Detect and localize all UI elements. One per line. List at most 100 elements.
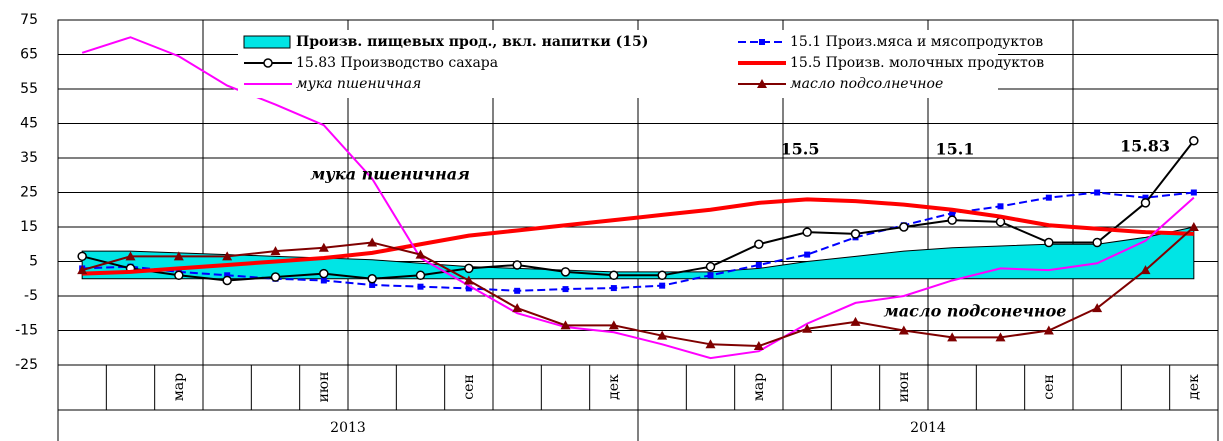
y-tick-label: -15 [15, 323, 38, 339]
point [947, 215, 957, 225]
annotation: 15.83 [1120, 137, 1170, 156]
point [1188, 222, 1199, 231]
x-tick-label: июн [896, 372, 912, 403]
point [1045, 194, 1052, 201]
line [81, 140, 1195, 282]
point [125, 251, 136, 261]
point [707, 272, 714, 279]
point [1142, 194, 1149, 201]
y-tick-label: 5 [29, 254, 38, 270]
point [705, 339, 716, 349]
point [949, 210, 956, 217]
point [1190, 189, 1197, 196]
legend-bg [238, 30, 998, 98]
x-tick-label: июн [316, 372, 332, 403]
point [560, 320, 571, 330]
point [947, 332, 958, 342]
y-tick-label: -5 [24, 288, 38, 304]
x-tick-label: мар [751, 373, 767, 401]
point [759, 39, 765, 45]
point [415, 249, 426, 259]
point [659, 282, 666, 289]
point [465, 285, 472, 292]
point [657, 270, 667, 281]
point [417, 283, 424, 290]
y-tick-label: 65 [20, 47, 38, 63]
x-tick-label: сен [1041, 374, 1057, 399]
point [997, 203, 1004, 210]
legend-label: 15.5 Произв. молочных продуктов [790, 55, 1044, 71]
point [318, 242, 329, 252]
point [850, 229, 861, 239]
annotation: масло подсонечное [884, 302, 1067, 321]
annotation: 15.1 [936, 140, 975, 159]
point [609, 270, 619, 281]
y-tick-label: 15 [20, 219, 38, 235]
point [850, 316, 861, 326]
line [82, 197, 1194, 276]
point [802, 227, 812, 237]
point [222, 275, 232, 286]
line [81, 226, 1195, 348]
y-tick-label: 45 [20, 116, 38, 132]
point [174, 270, 184, 281]
point [320, 277, 327, 284]
legend-label: мука пшеничная [296, 76, 421, 92]
year-label: 2014 [910, 420, 946, 436]
point [367, 274, 377, 284]
legend-swatch [243, 35, 291, 49]
point [367, 237, 378, 247]
x-tick-label: мар [171, 373, 187, 401]
point [898, 325, 909, 335]
point [369, 281, 376, 288]
point [562, 286, 569, 293]
y-tick-label: 25 [20, 185, 38, 201]
point [755, 261, 762, 268]
legend-label: 15.1 Произ.мяса и мясопродуктов [790, 34, 1043, 50]
legend-label: Произв. пищевых прод., вкл. напитки (15) [296, 34, 648, 50]
point [319, 268, 329, 279]
point [754, 239, 764, 249]
point [512, 260, 522, 270]
point [1140, 265, 1151, 275]
point [899, 222, 909, 232]
y-tick-label: 75 [20, 12, 38, 28]
y-tick-label: -25 [15, 357, 38, 373]
point [415, 270, 426, 281]
y-tick-label: 35 [20, 150, 38, 166]
point [804, 251, 811, 258]
point [560, 267, 571, 277]
point [463, 275, 474, 285]
legend-label: масло подсолнечное [790, 76, 943, 92]
point [753, 341, 764, 351]
point [1043, 325, 1054, 335]
point [1044, 237, 1054, 248]
point [610, 285, 617, 292]
y-tick-label: 55 [20, 81, 38, 97]
point [1094, 189, 1101, 196]
point [173, 251, 184, 261]
point [77, 251, 87, 262]
point [705, 261, 716, 272]
point [1092, 303, 1103, 313]
point [263, 58, 273, 68]
point [512, 303, 523, 313]
legend-label: 15.83 Производство сахара [296, 55, 498, 71]
point [757, 79, 767, 88]
point [1140, 198, 1151, 208]
line [81, 36, 1195, 360]
point [222, 251, 233, 261]
year-label: 2013 [330, 420, 366, 436]
annotation: мука пшеничная [310, 165, 470, 184]
annotation: 15.5 [781, 140, 820, 159]
x-tick-label: сен [461, 374, 477, 399]
point [514, 287, 521, 294]
point [77, 265, 88, 275]
x-tick-label: дек [1186, 374, 1202, 400]
point [802, 323, 813, 333]
point [1189, 136, 1199, 146]
point [608, 320, 619, 330]
point [1092, 237, 1102, 248]
point [995, 332, 1006, 342]
